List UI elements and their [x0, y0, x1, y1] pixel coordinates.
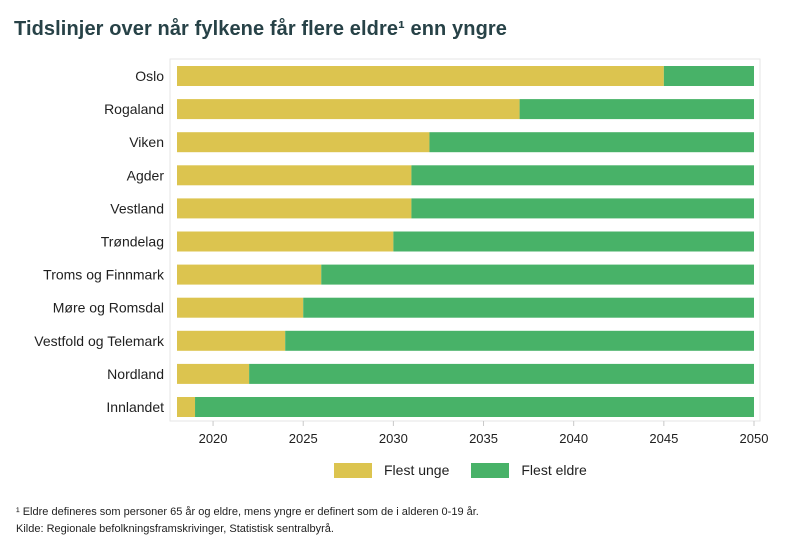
bar-flest-eldre-vestland — [411, 198, 754, 219]
x-tick-label-2025: 2025 — [289, 431, 318, 446]
legend-swatch-flest-unge — [334, 462, 372, 478]
bar-flest-unge-troms-og-finnmark — [177, 264, 322, 285]
bar-flest-eldre-oslo — [663, 66, 754, 86]
chart-title: Tidslinjer over når fylkene får flere el… — [14, 18, 507, 40]
legend-item-flest-unge: Flest unge — [334, 462, 449, 478]
bar-flest-eldre-nordland — [249, 363, 754, 384]
bar-flest-eldre-rogaland — [519, 99, 754, 120]
bar-flest-eldre-innlandet — [195, 397, 754, 417]
footnote-source: Kilde: Regionale befolkningsframskriving… — [16, 523, 334, 535]
category-label-nordland: Nordland — [107, 366, 164, 382]
bar-flest-unge-trondelag — [177, 231, 394, 252]
legend-label-flest-eldre: Flest eldre — [521, 462, 587, 478]
category-label-innlandet: Innlandet — [106, 399, 164, 415]
bar-flest-unge-innlandet — [177, 397, 196, 417]
bar-flest-unge-agder — [177, 165, 412, 186]
bar-flest-eldre-vestfold-og-telemark — [285, 330, 754, 351]
category-label-trondelag: Trøndelag — [101, 234, 164, 250]
bar-flest-unge-rogaland — [177, 99, 520, 120]
category-label-oslo: Oslo — [135, 68, 164, 84]
category-label-more-og-romsdal: Møre og Romsdal — [53, 300, 164, 316]
category-label-vestfold-og-telemark: Vestfold og Telemark — [34, 333, 165, 349]
bar-flest-eldre-more-og-romsdal — [303, 297, 754, 318]
bar-flest-eldre-viken — [429, 132, 754, 153]
category-label-agder: Agder — [127, 167, 165, 183]
legend-label-flest-unge: Flest unge — [384, 462, 450, 478]
x-tick-label-2045: 2045 — [649, 431, 678, 446]
bar-flest-unge-oslo — [177, 66, 664, 86]
plot-frame — [169, 58, 761, 422]
x-tick-label-2035: 2035 — [469, 431, 498, 446]
legend: Flest unge Flest eldre — [334, 462, 609, 478]
bar-flest-unge-vestland — [177, 198, 412, 219]
bar-flest-eldre-troms-og-finnmark — [321, 264, 754, 285]
x-tick-label-2020: 2020 — [199, 431, 228, 446]
category-label-rogaland: Rogaland — [104, 101, 164, 117]
legend-item-flest-eldre: Flest eldre — [471, 462, 587, 478]
category-label-vestland: Vestland — [110, 200, 164, 216]
x-tick-label-2030: 2030 — [379, 431, 408, 446]
x-tick-label-2040: 2040 — [559, 431, 588, 446]
footnotes: ¹ Eldre defineres som personer 65 år og … — [16, 504, 479, 538]
bar-flest-unge-vestfold-og-telemark — [177, 330, 286, 351]
bar-flest-unge-nordland — [177, 363, 250, 384]
footnote-definition: ¹ Eldre defineres som personer 65 år og … — [16, 506, 479, 518]
bar-flest-eldre-trondelag — [393, 231, 754, 252]
category-label-troms-og-finnmark: Troms og Finnmark — [43, 267, 165, 283]
category-label-viken: Viken — [129, 134, 164, 150]
legend-swatch-flest-eldre — [471, 462, 510, 478]
x-tick-label-2050: 2050 — [740, 431, 769, 446]
bar-flest-unge-more-og-romsdal — [177, 297, 304, 318]
bar-flest-unge-viken — [177, 132, 430, 153]
bar-flest-eldre-agder — [411, 165, 754, 186]
